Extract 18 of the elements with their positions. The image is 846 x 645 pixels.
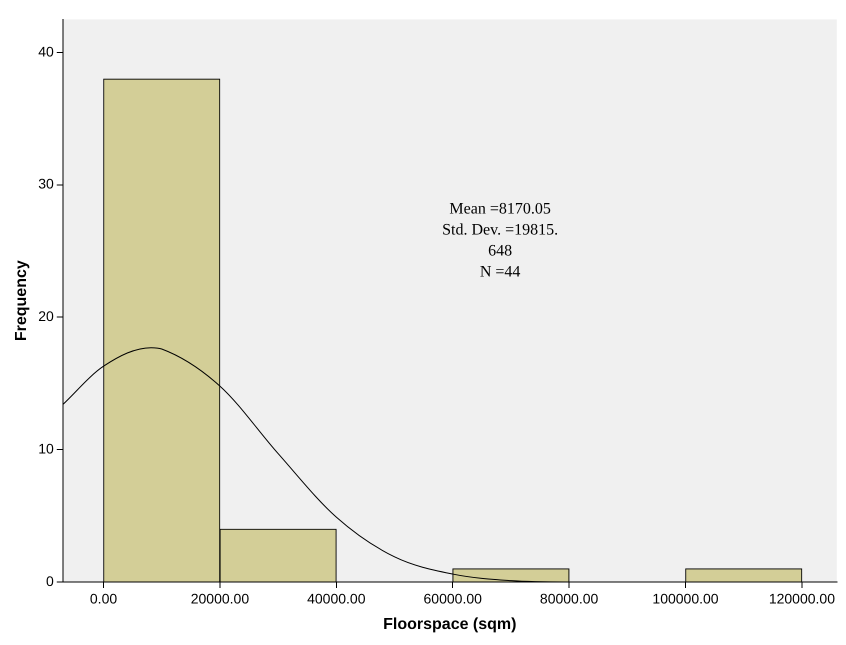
y-tick-label: 0: [46, 572, 54, 589]
annotation: N =44: [480, 264, 520, 281]
x-tick-label: 20000.00: [190, 590, 250, 606]
x-axis-title: Floorspace (sqm): [383, 616, 516, 633]
y-tick-label: 40: [38, 43, 54, 60]
annotation: Mean =8170.05: [449, 200, 551, 218]
x-tick-label: 80000.00: [540, 590, 599, 606]
y-axis-title: Frequency: [13, 260, 30, 342]
x-tick-label: 100000.00: [652, 590, 719, 606]
x-tick-label: 120000.00: [768, 590, 836, 606]
annotation: 648: [488, 242, 512, 260]
annotation: Std. Dev. =19815.: [442, 222, 558, 239]
y-tick-label: 10: [38, 440, 54, 456]
x-tick-label: 0.00: [90, 590, 118, 606]
x-tick-label: 40000.00: [307, 590, 366, 606]
x-tick-label: 60000.00: [424, 590, 482, 606]
y-tick-label: 30: [38, 176, 54, 192]
y-tick-label: 20: [38, 308, 54, 324]
